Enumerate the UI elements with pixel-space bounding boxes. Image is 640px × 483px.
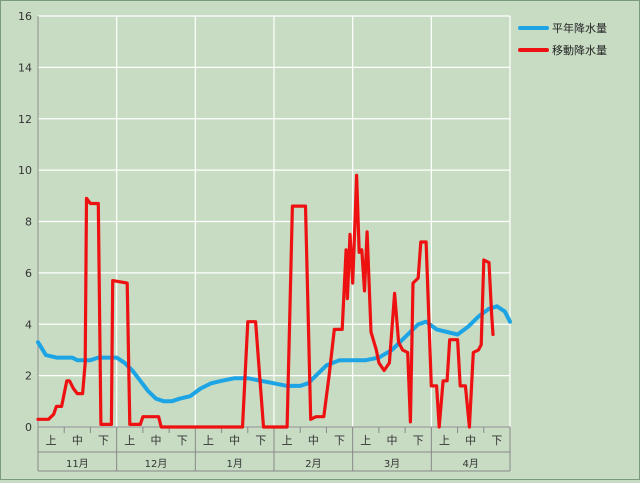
x-month-label: 4月	[462, 458, 478, 470]
y-tick-label: 12	[18, 113, 32, 126]
x-decade-label: 下	[177, 434, 188, 447]
legend-label: 移動降水量	[552, 43, 607, 57]
series-line-1	[36, 304, 512, 404]
x-month-label: 11月	[66, 458, 89, 470]
x-decade-label: 上	[46, 434, 57, 447]
x-month-label: 2月	[305, 458, 321, 470]
x-decade-label: 中	[72, 434, 83, 447]
y-tick-label: 0	[25, 421, 32, 434]
x-month-label: 1月	[226, 458, 242, 470]
x-decade-label: 下	[334, 434, 345, 447]
x-decade-label: 中	[465, 434, 476, 447]
y-tick-label: 6	[25, 267, 32, 280]
y-tick-label: 14	[18, 61, 32, 74]
y-tick-label: 8	[25, 216, 32, 229]
y-tick-label: 4	[25, 318, 32, 331]
x-decade-label: 下	[413, 434, 424, 447]
x-decade-label: 上	[282, 434, 293, 447]
x-decade-label: 上	[360, 434, 371, 447]
x-decade-label: 下	[98, 434, 109, 447]
y-tick-label: 16	[18, 10, 32, 23]
y-tick-label: 2	[25, 370, 32, 383]
x-decade-label: 上	[124, 434, 135, 447]
x-decade-label: 中	[229, 434, 240, 447]
x-decade-label: 上	[439, 434, 450, 447]
x-decade-label: 中	[308, 434, 319, 447]
legend-label: 平年降水量	[552, 21, 607, 35]
x-month-label: 3月	[384, 458, 400, 470]
series-lines	[36, 173, 512, 429]
x-decade-label: 中	[387, 434, 398, 447]
x-decade-label: 中	[151, 434, 162, 447]
x-month-label: 12月	[145, 458, 168, 470]
series-line-2	[36, 173, 495, 429]
x-decade-label: 上	[203, 434, 214, 447]
x-decade-label: 下	[255, 434, 266, 447]
y-tick-label: 10	[18, 164, 32, 177]
x-decade-label: 下	[491, 434, 502, 447]
